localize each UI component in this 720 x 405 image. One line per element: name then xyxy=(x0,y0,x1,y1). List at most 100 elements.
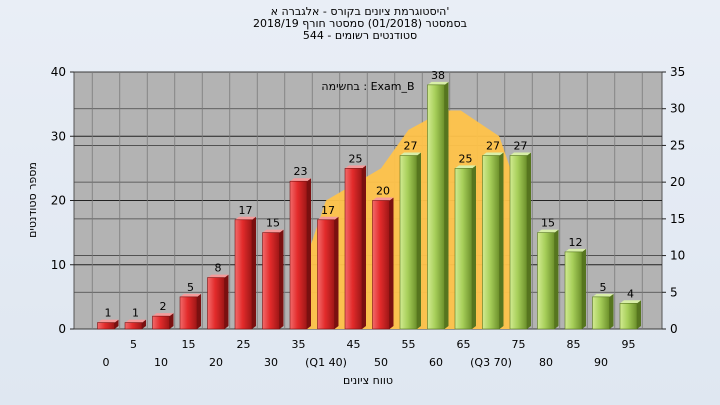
y2-tick-label: 15 xyxy=(670,212,685,226)
bar-top xyxy=(592,293,614,297)
x-tick-label-upper: 95 xyxy=(622,338,636,351)
bar-side xyxy=(169,313,174,329)
y2-tick-label: 10 xyxy=(670,249,685,263)
x-axis-label: טווח ציונים xyxy=(343,374,393,387)
bar-value-label: 2 xyxy=(160,300,167,313)
chart-title-line-2: בסמסטר (01/2018) סמסטר חורף 2018/19 xyxy=(253,17,467,30)
bar-value-label: 12 xyxy=(569,236,583,249)
x-tick-label-lower: 80 xyxy=(539,356,553,369)
bar-top xyxy=(125,319,146,323)
bar-side xyxy=(224,274,229,329)
bar-top xyxy=(510,152,531,156)
bar-top xyxy=(427,81,449,85)
bar-side xyxy=(307,178,311,329)
x-tick-label-upper: 65 xyxy=(457,338,471,351)
bar-side xyxy=(389,197,394,329)
y2-tick-label: 35 xyxy=(670,65,685,79)
x-tick-label-lower: (Q3 70) xyxy=(470,356,512,369)
bar-value-label: 5 xyxy=(187,281,194,294)
bar xyxy=(399,155,418,330)
x-tick-label-lower: 90 xyxy=(594,356,608,369)
bar-top xyxy=(317,216,339,220)
bar-side xyxy=(252,216,256,329)
exam-annotation: בחשימה : Exam_B xyxy=(321,80,414,93)
chart-title-block: היסטוגרמת ציונים בקורס - אלגברה א' בסמסט… xyxy=(0,6,720,42)
bar-side xyxy=(472,165,476,329)
bar-value-label: 5 xyxy=(600,281,607,294)
bar xyxy=(152,315,170,330)
bar-side xyxy=(554,229,559,329)
bar xyxy=(564,251,583,330)
bar xyxy=(454,168,473,330)
bar-top xyxy=(152,313,174,317)
x-tick-label-upper: 55 xyxy=(402,338,416,351)
bar-top xyxy=(262,229,284,233)
bar xyxy=(372,200,390,330)
bar-value-label: 15 xyxy=(266,217,280,230)
bar xyxy=(509,155,528,330)
y2-tick-label: 5 xyxy=(670,285,678,299)
bar-value-label: 1 xyxy=(132,307,139,320)
bar xyxy=(619,302,638,330)
bar-side xyxy=(499,152,504,329)
bar-side xyxy=(114,319,119,329)
bar-value-label: 8 xyxy=(215,262,222,275)
bar-side xyxy=(362,165,366,329)
bar xyxy=(317,219,335,330)
x-tick-label-upper: 85 xyxy=(567,338,581,351)
bar-value-label: 1 xyxy=(105,307,112,320)
x-tick-label-upper: 35 xyxy=(292,338,306,351)
bar-top xyxy=(207,274,229,278)
bar-top xyxy=(180,293,201,297)
bar-top xyxy=(235,216,256,220)
x-tick-label-lower: (Q1 40) xyxy=(305,356,347,369)
bar-top xyxy=(537,229,559,233)
bar xyxy=(262,232,280,330)
bar-value-label: 4 xyxy=(627,287,634,300)
x-tick-label-lower: 50 xyxy=(374,356,388,369)
bar-side xyxy=(142,319,146,329)
bar-side xyxy=(444,81,449,329)
bar xyxy=(344,168,363,330)
bar-top xyxy=(620,300,641,304)
bar-side xyxy=(417,152,421,329)
bar-side xyxy=(334,216,339,329)
bar-value-label: 23 xyxy=(294,165,308,178)
chart-title-line-3: סטודנטים רשומים - 544 xyxy=(302,29,418,42)
bar-top xyxy=(400,152,421,156)
x-tick-label-upper: 5 xyxy=(130,338,137,351)
x-tick-label-upper: 25 xyxy=(237,338,251,351)
bar-value-label: 27 xyxy=(514,140,528,153)
x-tick-label-upper: 75 xyxy=(512,338,526,351)
bar xyxy=(482,155,500,330)
x-tick-label-upper: 45 xyxy=(347,338,361,351)
bar xyxy=(289,180,308,330)
bar-top xyxy=(345,165,366,169)
x-tick-label-lower: 10 xyxy=(154,356,168,369)
bar-value-label: 27 xyxy=(404,140,418,153)
y2-tick-label: 0 xyxy=(670,322,678,336)
x-tick-label-lower: 30 xyxy=(264,356,278,369)
y2-tick-label: 20 xyxy=(670,175,685,189)
y2-tick-label: 25 xyxy=(670,138,685,152)
bar xyxy=(592,296,610,330)
bar-side xyxy=(582,248,586,329)
bar-side xyxy=(527,152,531,329)
bar-value-label: 25 xyxy=(459,152,473,165)
bar xyxy=(179,296,198,330)
bar-side xyxy=(279,229,284,329)
bar-value-label: 17 xyxy=(239,204,253,217)
x-tick-label-lower: 20 xyxy=(209,356,223,369)
bar xyxy=(97,322,115,330)
x-tick-label-upper: 15 xyxy=(182,338,196,351)
bar xyxy=(427,84,445,330)
bar xyxy=(234,219,253,330)
bar-top xyxy=(565,248,586,252)
bar-value-label: 17 xyxy=(321,204,335,217)
bar-value-label: 25 xyxy=(349,152,363,165)
y-axis-label: מספר סטודנטים xyxy=(26,162,39,238)
x-tick-label-lower: 0 xyxy=(103,356,110,369)
bar-side xyxy=(609,293,614,329)
bar-value-label: 38 xyxy=(431,69,445,82)
